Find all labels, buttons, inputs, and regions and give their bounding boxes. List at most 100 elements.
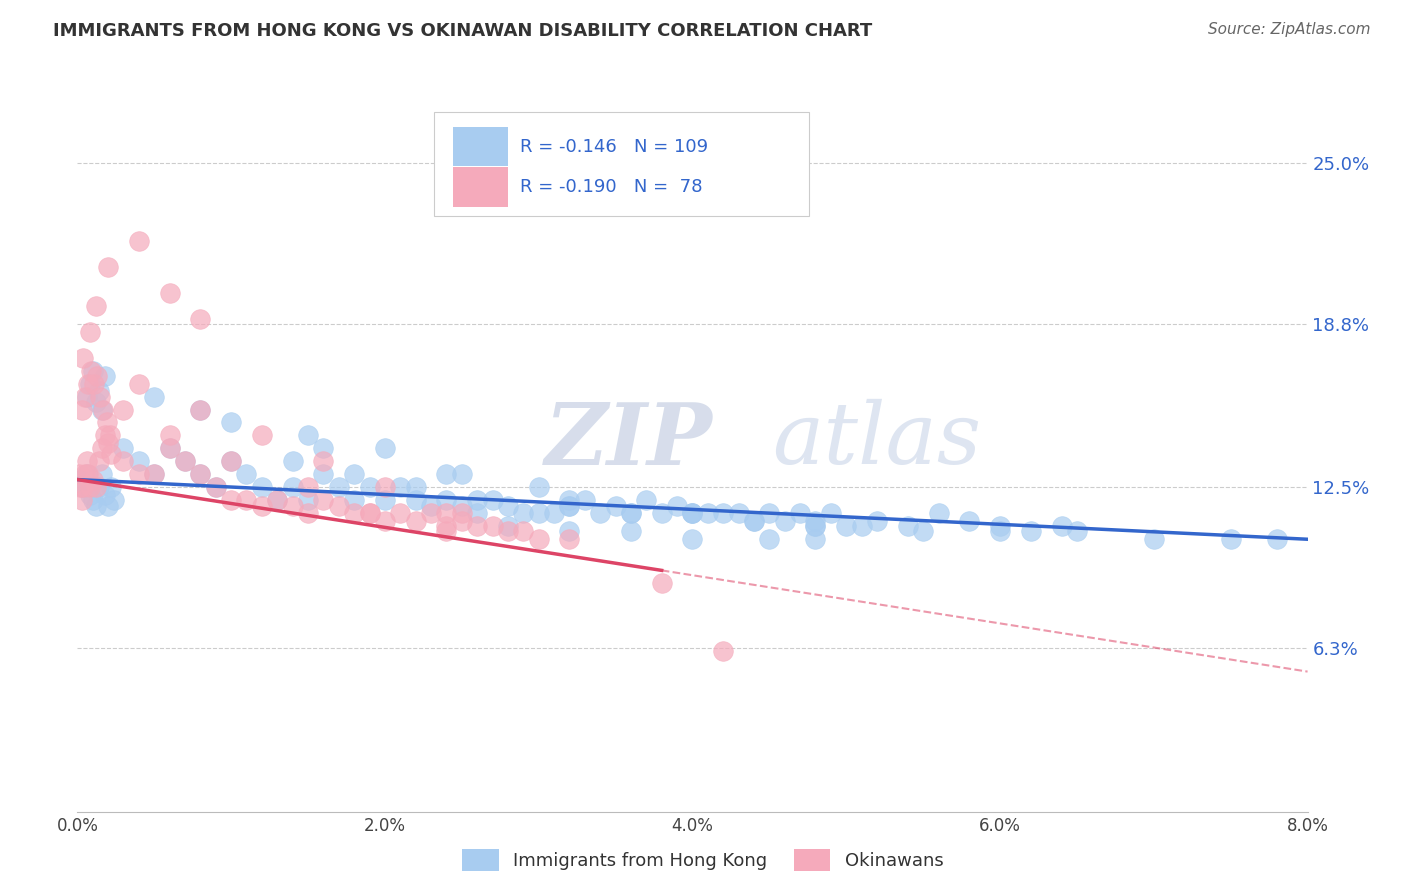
Point [450,467,472,482]
Point [312,442,335,456]
Point [389,480,412,494]
Point [281,454,304,468]
Point [374,480,396,494]
Point [312,454,335,468]
Point [97,499,120,513]
Point [436,519,458,533]
Point [405,514,427,528]
Point [89,390,111,404]
Point [1050,519,1073,533]
Point [174,454,197,468]
Point [235,467,257,482]
Point [159,442,181,456]
Point [84,394,107,409]
Point [297,506,319,520]
Point [820,506,842,520]
Point [527,480,550,494]
Point [82,363,104,377]
Point [281,499,304,513]
Text: R = -0.190   N =  78: R = -0.190 N = 78 [520,178,703,196]
FancyBboxPatch shape [453,127,508,166]
Point [72,351,94,365]
Point [727,506,749,520]
Point [527,506,550,520]
Point [79,376,101,391]
Point [219,454,242,468]
Point [70,402,93,417]
Point [928,506,950,520]
Point [450,506,472,520]
Point [988,524,1011,539]
Point [204,480,226,494]
Point [405,480,427,494]
Point [957,514,980,528]
Point [343,467,366,482]
Point [82,473,104,487]
Point [190,402,212,417]
Point [651,506,673,520]
Point [82,493,104,508]
Point [465,506,488,520]
Point [481,519,503,533]
Point [682,506,704,520]
Point [190,402,212,417]
Point [436,524,458,539]
Point [70,493,93,508]
Point [204,480,226,494]
Text: ZIP: ZIP [546,399,713,483]
Point [76,467,98,482]
Point [79,325,101,339]
Point [79,480,101,494]
Point [1066,524,1088,539]
Point [250,480,273,494]
Point [605,499,627,513]
Point [436,493,458,508]
Point [100,480,122,494]
Point [235,493,257,508]
Point [87,454,110,468]
Point [159,285,181,300]
Point [328,480,350,494]
Point [73,390,96,404]
Point [742,514,765,528]
Point [512,524,534,539]
Point [297,428,319,442]
Point [128,454,150,468]
Point [79,488,101,502]
Point [866,514,889,528]
Point [94,488,117,502]
Point [804,514,827,528]
Point [374,514,396,528]
Point [76,454,98,468]
Point [93,402,115,417]
Point [128,234,150,248]
Point [527,533,550,547]
Point [297,480,319,494]
Point [558,499,581,513]
Point [1265,533,1288,547]
Point [496,519,519,533]
Point [297,493,319,508]
Point [219,416,242,430]
Point [312,467,335,482]
Point [465,493,488,508]
Point [90,442,114,456]
Point [481,493,503,508]
Point [450,514,472,528]
Point [84,299,107,313]
Point [574,493,596,508]
Point [219,493,242,508]
Point [620,506,643,520]
Point [496,499,519,513]
Point [100,447,122,461]
Point [159,428,181,442]
Point [558,493,581,508]
Point [87,384,110,399]
Point [988,519,1011,533]
Point [266,493,288,508]
Point [405,493,427,508]
Point [90,467,114,482]
Point [620,524,643,539]
Point [711,506,734,520]
Point [143,390,166,404]
